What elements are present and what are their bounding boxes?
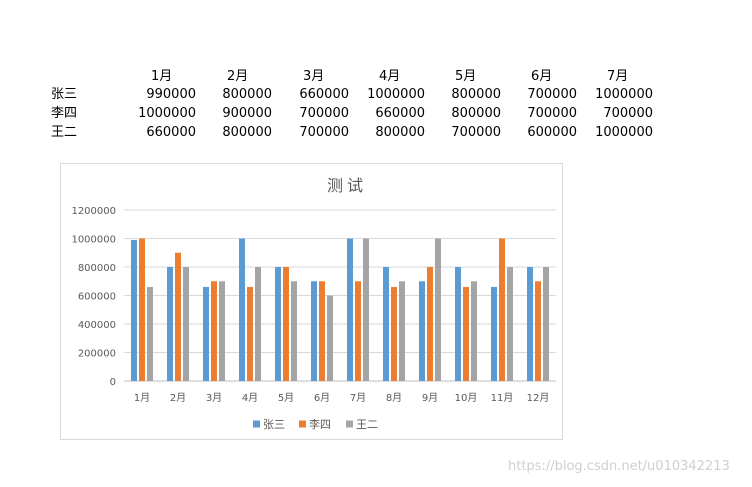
bar — [247, 286, 253, 381]
table-cell: 700000 — [299, 125, 349, 140]
y-tick-label: 200000 — [78, 349, 116, 360]
bar — [203, 286, 209, 381]
table-cell: 800000 — [451, 87, 501, 102]
bar — [491, 286, 497, 381]
bar — [499, 238, 505, 381]
bar — [383, 267, 389, 381]
bar — [455, 267, 461, 381]
y-tick-label: 800000 — [78, 263, 116, 274]
legend-label: 李四 — [309, 417, 331, 431]
table-cell: 700000 — [527, 106, 577, 121]
x-tick-label: 1月 — [134, 392, 150, 404]
bar — [319, 281, 325, 381]
x-tick-label: 10月 — [455, 392, 478, 404]
table-month-header: 3月 — [303, 69, 325, 84]
bar — [399, 281, 405, 381]
watermark: https://blog.csdn.net/u010342213 — [508, 459, 730, 474]
chart-title: 测试 — [327, 176, 367, 195]
bar — [543, 267, 549, 381]
y-tick-label: 400000 — [78, 320, 116, 331]
table-cell: 600000 — [527, 125, 577, 140]
table-month-header: 4月 — [379, 69, 401, 84]
y-tick-label: 1000000 — [71, 235, 116, 246]
bar — [283, 267, 289, 381]
bar — [427, 267, 433, 381]
table-cell: 800000 — [451, 106, 501, 121]
bar — [535, 281, 541, 381]
bar — [363, 238, 369, 381]
table-month-header: 7月 — [607, 69, 629, 84]
chart-container: 测试 0 200000 400000 600000 800000 1000000 120000… — [60, 163, 563, 440]
x-tick-label: 2月 — [170, 392, 186, 404]
table-month-header: 1月 — [151, 69, 173, 84]
bar — [419, 281, 425, 381]
bar — [291, 281, 297, 381]
table-cell: 700000 — [451, 125, 501, 140]
table-cell: 700000 — [299, 106, 349, 121]
bar — [463, 286, 469, 381]
table-month-header: 5月 — [455, 69, 477, 84]
legend-swatch — [253, 420, 260, 428]
table-cell: 700000 — [603, 106, 653, 121]
table-cell: 800000 — [222, 87, 272, 102]
bar — [131, 239, 137, 381]
x-tick-label: 3月 — [206, 392, 222, 404]
y-tick-label: 0 — [110, 377, 116, 388]
x-tick-label: 8月 — [386, 392, 402, 404]
x-tick-label: 12月 — [527, 392, 550, 404]
table-month-header: 6月 — [531, 69, 553, 84]
x-tick-label: 4月 — [242, 392, 258, 404]
legend-swatch — [299, 420, 306, 428]
table-row-label: 张三 — [51, 87, 78, 102]
bar — [327, 295, 333, 381]
x-tick-label: 5月 — [278, 392, 294, 404]
bar — [239, 238, 245, 381]
y-tick-label: 600000 — [78, 292, 116, 303]
bar — [311, 281, 317, 381]
table-cell: 1000000 — [595, 87, 653, 102]
legend-label: 张三 — [263, 418, 285, 431]
bar-chart: 测试 0 200000 400000 600000 800000 1000000 120000… — [71, 176, 556, 431]
bar — [347, 238, 353, 381]
table-cell: 1000000 — [367, 87, 425, 102]
bar — [471, 281, 477, 381]
bar — [139, 238, 145, 381]
bar — [275, 267, 281, 381]
table-cell: 900000 — [222, 106, 272, 121]
bar — [391, 286, 397, 381]
table-cell: 660000 — [146, 125, 196, 140]
bar — [175, 252, 181, 381]
table-cell: 700000 — [527, 87, 577, 102]
table-cell: 800000 — [375, 125, 425, 140]
table-cell: 1000000 — [595, 125, 653, 140]
bar — [355, 281, 361, 381]
legend-swatch — [346, 420, 353, 428]
table-row-label: 王二 — [51, 125, 78, 140]
y-tick-label: 1200000 — [71, 206, 116, 217]
bar — [183, 267, 189, 381]
bar — [527, 267, 533, 381]
bar — [219, 281, 225, 381]
table-cell: 990000 — [146, 87, 196, 102]
x-tick-label: 6月 — [314, 392, 330, 404]
bar — [507, 267, 513, 381]
legend-label: 王二 — [356, 418, 378, 431]
table-cell: 1000000 — [138, 106, 196, 121]
bar — [147, 286, 153, 381]
x-tick-label: 11月 — [491, 392, 514, 404]
bar — [255, 267, 261, 381]
x-tick-label: 7月 — [350, 392, 366, 404]
table-month-header: 2月 — [227, 69, 249, 84]
bar — [167, 267, 173, 381]
table-cell: 660000 — [299, 87, 349, 102]
bar — [435, 238, 441, 381]
table-cell: 660000 — [375, 106, 425, 121]
table-row-label: 李四 — [51, 106, 78, 121]
bar — [211, 281, 217, 381]
x-tick-label: 9月 — [422, 392, 438, 404]
table-cell: 800000 — [222, 125, 272, 140]
